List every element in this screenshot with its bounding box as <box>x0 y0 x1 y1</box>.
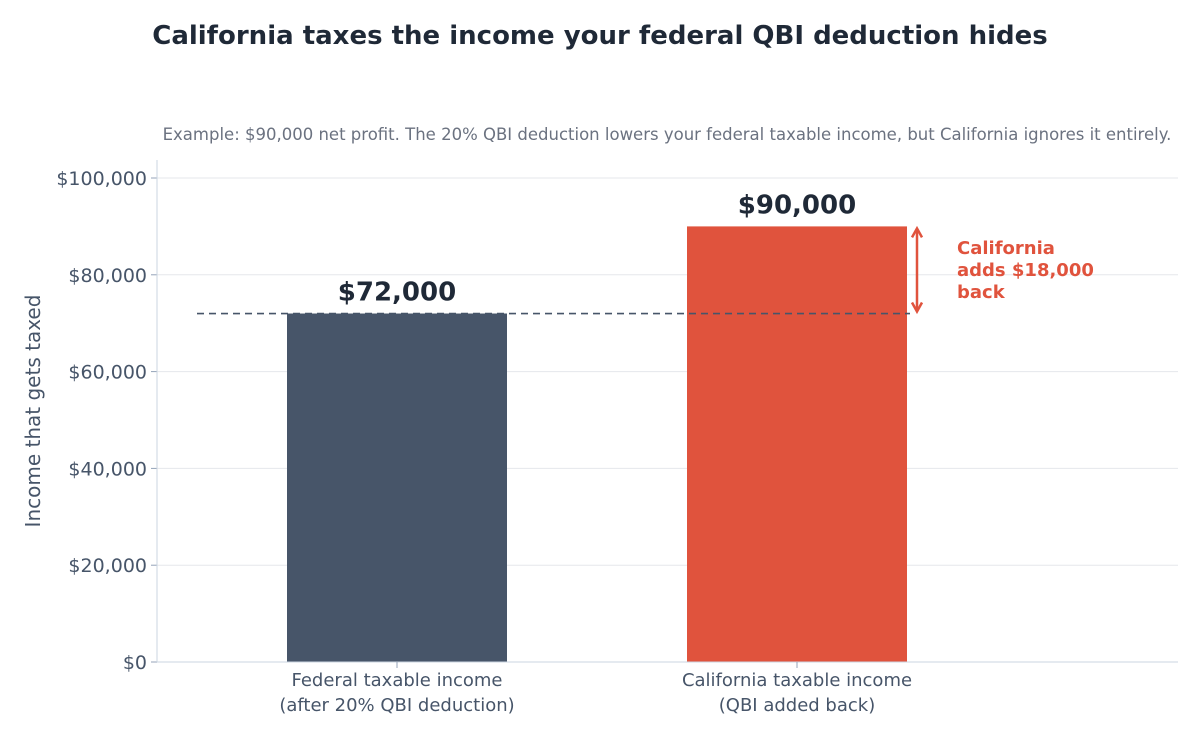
data-label: $72,000 <box>338 278 456 308</box>
x-tick-label: California taxable income <box>682 670 912 691</box>
chart-title: California taxes the income your federal… <box>152 21 1048 51</box>
labels: $72,000 Federal taxable income (after 20% … <box>279 190 912 716</box>
y-tick-label: $60,000 <box>68 362 147 384</box>
y-tick-label: $0 <box>123 652 147 674</box>
x-tick-label: (after 20% QBI deduction) <box>279 695 514 716</box>
bar <box>287 313 507 662</box>
annotation-text: adds $18,000 <box>957 260 1094 281</box>
y-axis-label: Income that gets taxed <box>21 295 45 528</box>
arrow-head-bottom <box>910 301 924 315</box>
y-tick-label: $40,000 <box>68 458 147 480</box>
bars <box>287 226 907 662</box>
y-tick-label: $100,000 <box>56 168 147 190</box>
y-tick-label: $20,000 <box>68 555 147 577</box>
chart-subtitle: Example: $90,000 net profit. The 20% QBI… <box>163 125 1172 144</box>
axes: $0 $20,000 $40,000 $60,000 $80,000 $100,000 <box>56 160 1178 674</box>
annotation-text: California <box>957 238 1055 259</box>
x-tick-label: Federal taxable income <box>291 670 502 691</box>
x-tick-label: (QBI added back) <box>719 695 875 716</box>
data-label: $90,000 <box>738 190 856 220</box>
annotation-text: back <box>957 282 1006 303</box>
y-tick-label: $80,000 <box>68 265 147 287</box>
arrow-head-top <box>910 225 924 239</box>
bar <box>687 226 907 662</box>
